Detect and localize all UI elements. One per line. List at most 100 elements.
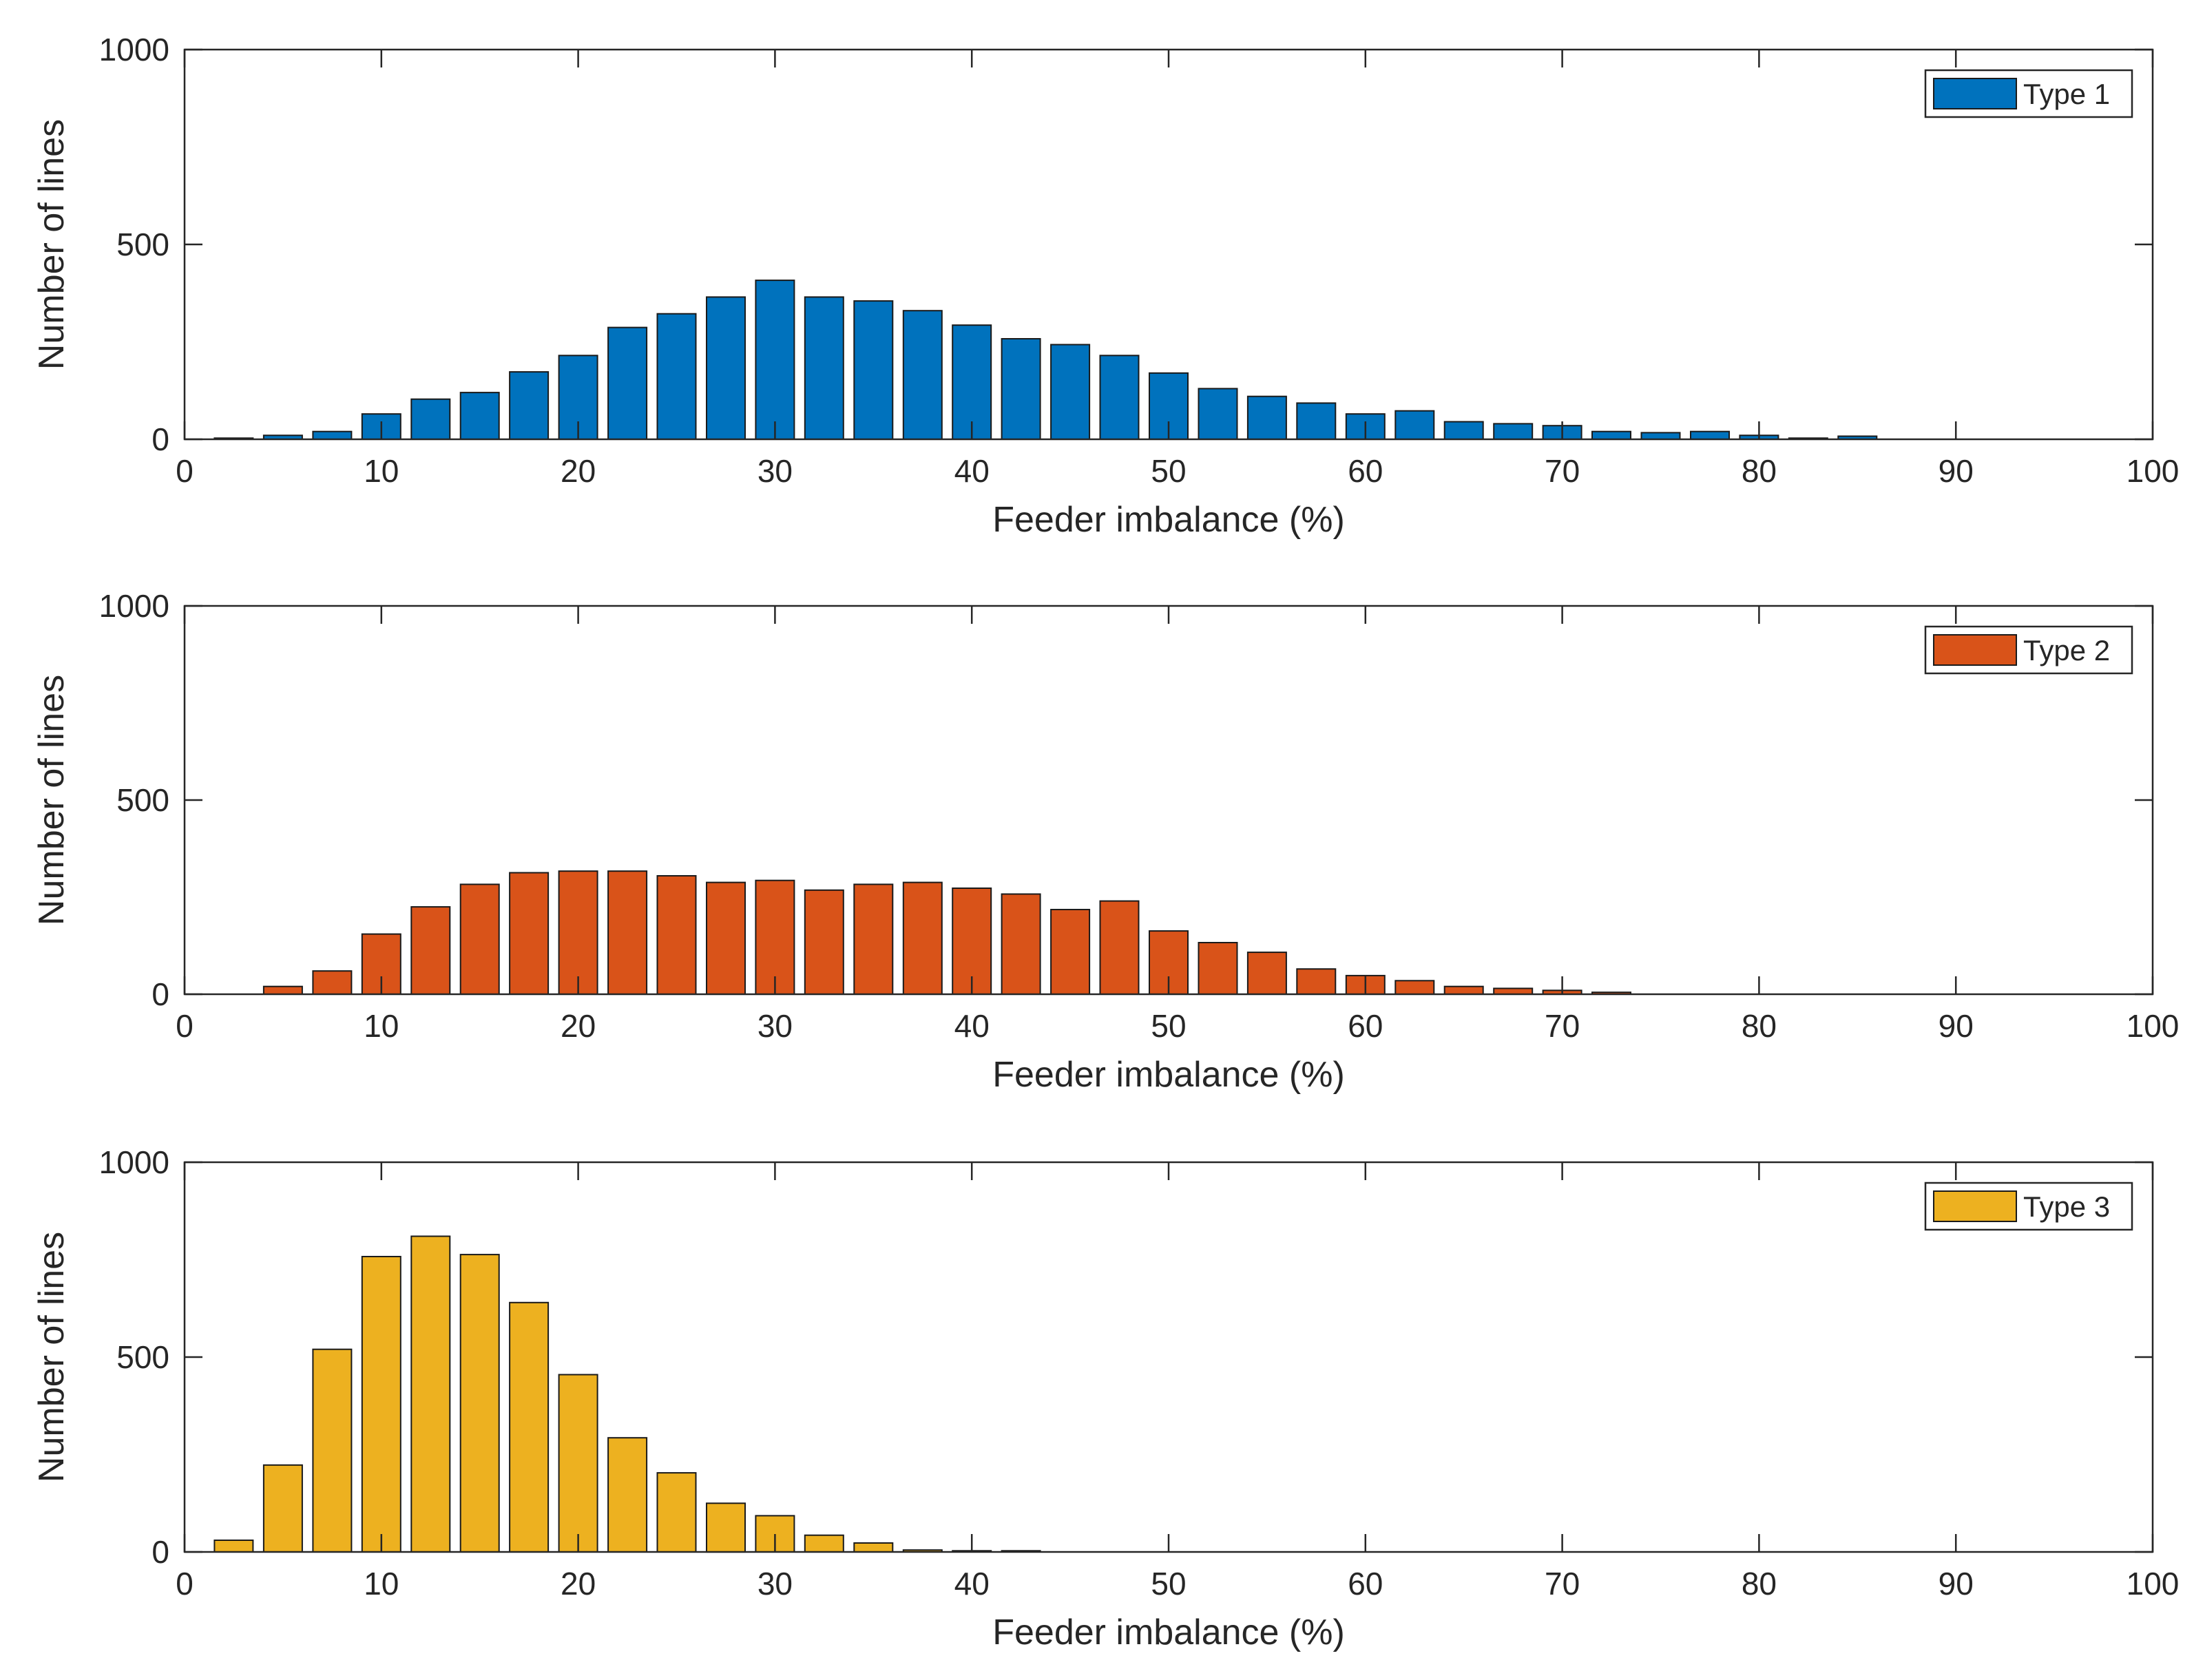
- bar: [607, 870, 648, 995]
- x-tick-label: 60: [1348, 1008, 1383, 1044]
- bar: [459, 883, 500, 996]
- bar: [410, 398, 451, 441]
- x-axis-label: Feeder imbalance (%): [992, 500, 1345, 540]
- y-tick-label: 500: [116, 782, 169, 818]
- bar: [459, 392, 500, 440]
- bar: [706, 296, 746, 440]
- bar: [1394, 410, 1435, 441]
- legend-label: Type 2: [2023, 634, 2110, 666]
- x-tick-label: 90: [1939, 1008, 1974, 1044]
- bar: [1296, 968, 1337, 996]
- x-tick-label: 50: [1151, 1008, 1186, 1044]
- bar: [853, 883, 894, 996]
- bar: [1640, 432, 1681, 441]
- y-tick-label: 1000: [99, 32, 169, 67]
- x-axis-label: Feeder imbalance (%): [992, 1055, 1345, 1095]
- x-tick-label: 0: [176, 1008, 194, 1044]
- bar: [656, 1472, 697, 1553]
- x-tick-label: 70: [1545, 453, 1580, 489]
- x-tick-label: 60: [1348, 1566, 1383, 1602]
- x-tick-label: 80: [1742, 1008, 1777, 1044]
- bar: [312, 1348, 353, 1553]
- bar: [1099, 900, 1140, 995]
- bar: [1591, 430, 1631, 441]
- bar: [312, 430, 353, 441]
- bar: [509, 1301, 550, 1553]
- bar: [1099, 355, 1140, 440]
- bar: [1246, 395, 1287, 441]
- x-tick-label: 40: [954, 1008, 990, 1044]
- y-axis-label: Number of lines: [32, 1232, 72, 1482]
- bar: [706, 881, 746, 995]
- bar: [804, 1534, 844, 1553]
- bar: [1443, 421, 1484, 440]
- bar: [410, 906, 451, 995]
- bar: [902, 881, 943, 995]
- x-tick-label: 90: [1939, 453, 1974, 489]
- bar: [1001, 893, 1041, 995]
- x-tick-label: 50: [1151, 453, 1186, 489]
- bar: [1050, 344, 1091, 440]
- bar: [312, 970, 353, 995]
- bar: [1246, 952, 1287, 995]
- bar: [1050, 909, 1091, 995]
- y-tick-label: 0: [152, 976, 169, 1012]
- y-tick-label: 1000: [99, 588, 169, 624]
- x-tick-label: 20: [561, 1008, 596, 1044]
- bar: [1493, 423, 1534, 441]
- x-tick-label: 70: [1545, 1008, 1580, 1044]
- x-tick-label: 100: [2127, 453, 2180, 489]
- legend: Type 3: [1924, 1182, 2133, 1231]
- bar: [459, 1254, 500, 1553]
- x-tick-label: 20: [561, 453, 596, 489]
- bar: [706, 1502, 746, 1553]
- legend: Type 1: [1924, 69, 2133, 118]
- bar: [853, 300, 894, 440]
- bar: [656, 875, 697, 995]
- x-tick-label: 0: [176, 453, 194, 489]
- x-tick-label: 40: [954, 453, 990, 489]
- y-tick-label: 500: [116, 1339, 169, 1375]
- y-tick-label: 1000: [99, 1144, 169, 1180]
- y-tick-label: 0: [152, 1534, 169, 1570]
- bar: [952, 324, 992, 441]
- x-tick-label: 50: [1151, 1566, 1186, 1602]
- x-tick-label: 10: [364, 1566, 399, 1602]
- bar: [558, 870, 598, 995]
- x-tick-label: 70: [1545, 1566, 1580, 1602]
- x-axis-label: Feeder imbalance (%): [992, 1613, 1345, 1652]
- bar: [607, 1437, 648, 1553]
- legend-swatch: [1933, 1190, 2017, 1222]
- bar: [410, 1235, 451, 1553]
- bar: [262, 1464, 303, 1553]
- bar: [361, 1256, 401, 1553]
- x-tick-label: 30: [758, 1008, 793, 1044]
- x-tick-label: 80: [1742, 453, 1777, 489]
- legend-label: Type 1: [2023, 78, 2110, 110]
- y-axis-label: Number of lines: [32, 675, 72, 925]
- x-tick-label: 100: [2127, 1566, 2180, 1602]
- bar: [902, 310, 943, 441]
- x-tick-label: 90: [1939, 1566, 1974, 1602]
- x-tick-label: 0: [176, 1566, 194, 1602]
- bar: [262, 985, 303, 995]
- x-tick-label: 30: [758, 453, 793, 489]
- bar: [1198, 388, 1238, 441]
- bar: [1001, 338, 1041, 440]
- bar: [509, 872, 550, 995]
- x-tick-label: 10: [364, 453, 399, 489]
- bar: [1443, 985, 1484, 995]
- x-tick-label: 100: [2127, 1008, 2180, 1044]
- bar: [607, 326, 648, 440]
- bar: [755, 879, 795, 995]
- series-type-3: [213, 1235, 1041, 1553]
- bar: [1493, 987, 1534, 995]
- bar: [1198, 942, 1238, 995]
- bar: [1296, 402, 1337, 441]
- x-tick-label: 20: [561, 1566, 596, 1602]
- y-axis-label: Number of lines: [32, 119, 72, 370]
- y-tick-label: 500: [116, 227, 169, 262]
